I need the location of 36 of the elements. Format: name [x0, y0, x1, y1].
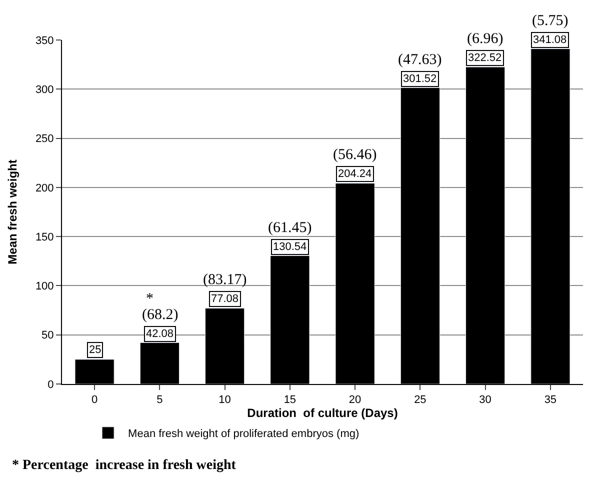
annotation: *	[146, 291, 154, 307]
text: * Percentage increase in fresh weight	[12, 458, 236, 473]
annotation: (56.46)	[333, 147, 377, 163]
x-tick-label: 10	[218, 394, 231, 406]
y-tick-label: 250	[35, 133, 54, 146]
x-tick-label: 30	[479, 394, 492, 406]
annotation: (68.2)	[142, 307, 178, 323]
y-tick-label: 350	[35, 34, 54, 47]
data-label: 301.52	[403, 73, 437, 85]
annotation: (5.75)	[532, 13, 568, 29]
data-label: 204.24	[338, 168, 372, 180]
data-label: 25	[89, 344, 102, 356]
data-label: 322.52	[468, 52, 502, 64]
data-label: 341.08	[533, 34, 567, 46]
x-tick-label: 15	[284, 394, 296, 406]
data-label: 42.08	[146, 328, 174, 340]
annotation: (61.45)	[268, 220, 312, 236]
y-tick-label: 50	[42, 330, 54, 342]
annotation: (83.17)	[203, 272, 247, 288]
y-tick-label: 100	[35, 280, 54, 293]
y-axis-title: Mean fresh weight	[6, 160, 20, 264]
x-tick-label: 0	[91, 394, 98, 406]
x-tick-label: 5	[156, 394, 163, 406]
data-label: 77.08	[211, 293, 239, 305]
x-tick-label: 35	[544, 394, 557, 406]
y-tick-label: 0	[48, 378, 54, 391]
annotation: (6.96)	[467, 31, 504, 47]
legend-label: Mean fresh weight of proliferated embryos (mg)	[128, 428, 360, 440]
x-tick-label: 25	[414, 394, 426, 406]
x-tick-label: 20	[348, 394, 362, 406]
y-tick-label: 150	[35, 231, 54, 244]
annotation: (47.63)	[398, 52, 442, 68]
y-tick-label: 300	[35, 84, 54, 96]
x-axis-title: Duration of culture (Days)	[247, 406, 398, 420]
data-label: 130.54	[273, 241, 307, 253]
y-tick-label: 200	[35, 182, 54, 194]
